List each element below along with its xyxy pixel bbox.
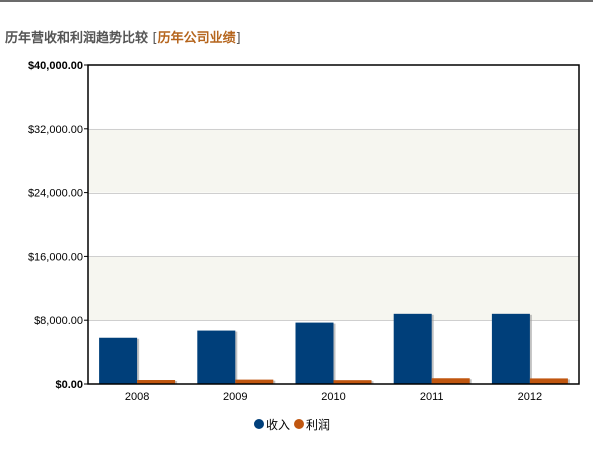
profit-bar[interactable] [529, 378, 568, 384]
chart-section-title: 历年营收和利润趋势比较 [5, 31, 149, 46]
y-tick-label: $16,000.00 [28, 251, 83, 263]
y-tick-label: $32,000.00 [28, 124, 83, 136]
legend-swatch-profit [294, 419, 305, 429]
section-header: 历年营收和利润趋势比较 [历年公司业绩] [5, 27, 241, 46]
x-tick-label: 2008 [125, 391, 149, 403]
y-tick-label: $8,000.00 [34, 315, 83, 327]
legend-item-profit[interactable]: 利润 [294, 416, 330, 433]
y-axis-ticks: $0.00 $8,000.00 $16,000.00 $24,000.00 $32,00… [28, 60, 88, 391]
legend-label-revenue: 收入 [266, 417, 291, 432]
plot-frame [87, 64, 580, 385]
bracket-open: [ [152, 31, 158, 46]
x-tick-label: 2011 [420, 391, 444, 403]
plot-band [88, 65, 579, 129]
plot-band [88, 128, 579, 193]
profit-bar[interactable] [235, 379, 274, 384]
revenue-bar[interactable] [295, 322, 334, 384]
profit-bar[interactable] [333, 380, 372, 384]
x-tick-label: 2009 [223, 391, 247, 403]
y-tick-label: $0.00 [55, 379, 83, 391]
bracket-close: ] [235, 31, 241, 46]
profit-bar[interactable] [137, 380, 176, 384]
top-divider [0, 0, 593, 2]
legend: 收入 利润 [254, 416, 334, 432]
revenue-bar[interactable] [393, 313, 432, 384]
x-axis-ticks: 2008 2009 2010 2011 2012 [125, 391, 542, 403]
bars [99, 313, 570, 384]
profit-bar[interactable] [431, 378, 470, 384]
plot-band [88, 192, 579, 257]
revenue-bar[interactable] [197, 330, 236, 384]
y-tick-label: $40,000.00 [28, 60, 83, 72]
legend-label-profit: 利润 [306, 417, 331, 432]
plot-bands [88, 65, 579, 384]
legend-item-revenue[interactable]: 收入 [254, 416, 290, 433]
x-tick-label: 2012 [518, 391, 542, 403]
plot-band [88, 256, 579, 321]
legend-swatch-revenue [254, 419, 264, 429]
revenue-bar[interactable] [491, 313, 530, 384]
company-performance-link[interactable]: 历年公司业绩 [157, 31, 236, 46]
revenue-bar[interactable] [99, 337, 138, 384]
y-tick-label: $24,000.00 [28, 188, 83, 200]
x-tick-label: 2010 [321, 391, 345, 403]
